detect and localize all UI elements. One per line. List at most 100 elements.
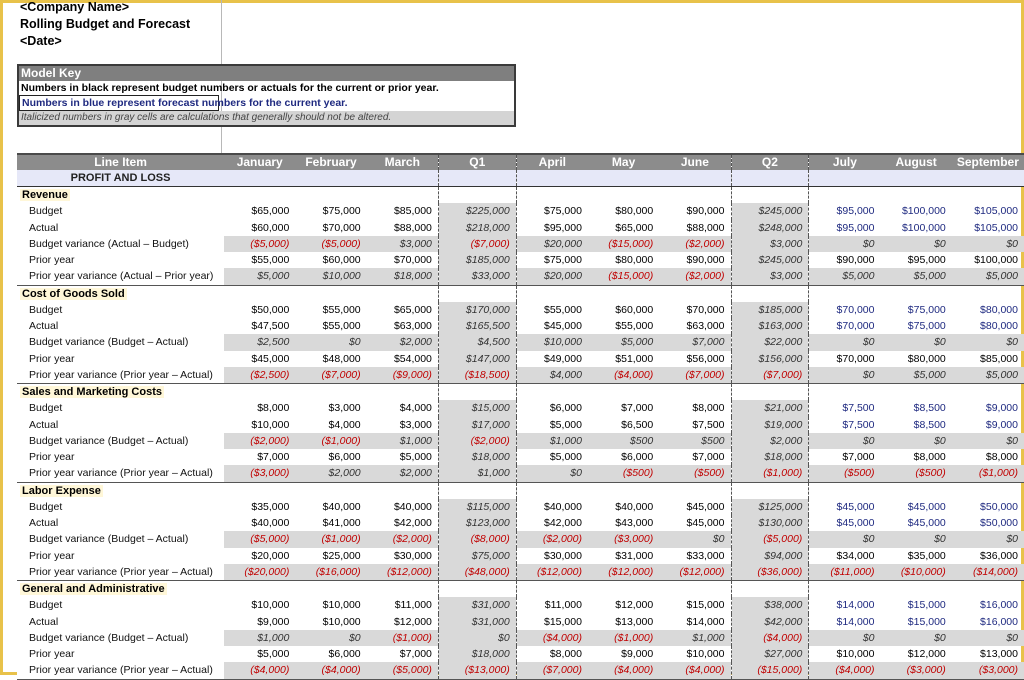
cell-value[interactable]: ($500) — [880, 465, 952, 483]
row-label[interactable]: Budget — [29, 500, 63, 513]
row-label[interactable]: Actual — [29, 615, 59, 628]
cell-value[interactable]: $1,000 — [366, 432, 439, 449]
row-label[interactable]: Prior year variance (Actual – Prior year… — [17, 268, 225, 286]
cell-value[interactable]: $10,000 — [295, 268, 367, 286]
cell-value[interactable]: $42,000 — [544, 517, 582, 530]
cell-value[interactable]: $6,500 — [621, 418, 654, 431]
cell-value[interactable]: $147,000 — [437, 350, 517, 367]
cell-value[interactable]: $8,000 — [913, 451, 946, 464]
row-label[interactable]: Budget variance (Budget – Actual) — [17, 531, 225, 548]
cell-value[interactable]: $55,000 — [322, 303, 361, 316]
cell-value[interactable]: $75,000 — [907, 320, 946, 333]
cell-value[interactable]: ($2,000) — [659, 235, 731, 252]
cell-value[interactable]: $5,000 — [880, 268, 952, 286]
cell-value[interactable]: $0 — [951, 334, 1024, 351]
section-title[interactable]: Sales and Marketing Costs — [17, 383, 225, 401]
section-title[interactable]: Labor Expense — [17, 481, 225, 499]
row-label[interactable]: Actual — [29, 320, 59, 333]
cell-value[interactable]: $125,000 — [730, 498, 810, 515]
cell-value[interactable]: $1,000 — [437, 465, 517, 483]
cell-value[interactable]: $45,000 — [544, 320, 582, 333]
cell-value[interactable]: ($2,000) — [516, 531, 588, 548]
cell-value[interactable]: $33,000 — [686, 549, 725, 562]
cell-value[interactable]: $65,000 — [393, 303, 432, 316]
row-label[interactable]: Prior year — [29, 549, 75, 562]
cell-value[interactable]: $5,000 — [224, 268, 296, 286]
cell-value[interactable]: $45,000 — [836, 500, 875, 513]
cell-value[interactable]: $13,000 — [615, 615, 654, 628]
row-label[interactable]: Prior year variance (Prior year – Actual… — [17, 366, 225, 384]
cell-value[interactable]: $75,000 — [544, 254, 582, 267]
cell-value[interactable]: ($1,000) — [295, 432, 367, 449]
cell-value[interactable]: $105,000 — [974, 205, 1018, 218]
cell-value[interactable]: $22,000 — [730, 334, 810, 351]
cell-value[interactable]: ($3,000) — [224, 465, 296, 483]
cell-value[interactable]: ($18,500) — [437, 366, 517, 384]
cell-value[interactable]: ($4,000) — [659, 662, 731, 680]
column-header-may[interactable]: May — [587, 153, 660, 170]
cell-value[interactable]: $63,000 — [686, 320, 725, 333]
cell-value[interactable]: $100,000 — [974, 254, 1018, 267]
cell-value[interactable]: $70,000 — [836, 303, 875, 316]
cell-value[interactable]: $45,000 — [836, 517, 875, 530]
cell-value[interactable]: $90,000 — [686, 254, 725, 267]
cell-value[interactable]: $218,000 — [437, 219, 517, 236]
cell-value[interactable]: $17,000 — [437, 416, 517, 433]
company-name[interactable]: <Company Name> — [20, 0, 130, 14]
cell-value[interactable]: ($4,000) — [808, 662, 881, 680]
cell-value[interactable]: $95,000 — [907, 254, 946, 267]
cell-value[interactable]: $34,000 — [836, 549, 875, 562]
cell-value[interactable]: $3,000 — [366, 235, 439, 252]
cell-value[interactable]: $65,000 — [251, 205, 290, 218]
cell-value[interactable]: ($4,000) — [516, 629, 588, 646]
cell-value[interactable]: $31,000 — [615, 549, 654, 562]
cell-value[interactable]: $12,000 — [907, 648, 946, 661]
cell-value[interactable]: $40,000 — [615, 500, 654, 513]
column-header-february[interactable]: February — [295, 153, 367, 170]
cell-value[interactable]: $3,000 — [328, 402, 361, 415]
cell-value[interactable]: $8,500 — [913, 418, 946, 431]
cell-value[interactable]: $4,000 — [328, 418, 361, 431]
row-label[interactable]: Budget — [29, 599, 63, 612]
cell-value[interactable]: $156,000 — [730, 350, 810, 367]
cell-value[interactable]: ($12,000) — [659, 563, 731, 581]
section-title[interactable]: Revenue — [17, 186, 225, 204]
cell-value[interactable]: $4,500 — [437, 334, 517, 351]
cell-value[interactable]: $2,000 — [295, 465, 367, 483]
cell-value[interactable]: ($15,000) — [730, 662, 810, 680]
cell-value[interactable]: ($48,000) — [437, 563, 517, 581]
cell-value[interactable]: $500 — [659, 432, 731, 449]
cell-value[interactable]: $70,000 — [322, 221, 361, 234]
cell-value[interactable]: $10,000 — [322, 615, 361, 628]
cell-value[interactable]: $0 — [951, 432, 1024, 449]
cell-value[interactable]: ($1,000) — [951, 465, 1024, 483]
cell-value[interactable]: $12,000 — [393, 615, 432, 628]
cell-value[interactable]: $6,000 — [621, 451, 654, 464]
cell-value[interactable]: ($11,000) — [808, 563, 881, 581]
cell-value[interactable]: $9,000 — [257, 615, 290, 628]
cell-value[interactable]: $11,000 — [544, 599, 582, 612]
cell-value[interactable]: $20,000 — [516, 235, 588, 252]
cell-value[interactable]: $500 — [587, 432, 660, 449]
column-header-september[interactable]: September — [951, 153, 1024, 170]
cell-value[interactable]: $2,000 — [366, 334, 439, 351]
cell-value[interactable]: ($20,000) — [224, 563, 296, 581]
cell-value[interactable]: $8,000 — [985, 451, 1018, 464]
profit-and-loss-label[interactable]: PROFIT AND LOSS — [17, 170, 225, 187]
cell-value[interactable]: $0 — [951, 531, 1024, 548]
cell-value[interactable]: $85,000 — [393, 205, 432, 218]
row-label[interactable]: Budget variance (Actual – Budget) — [17, 235, 225, 252]
cell-value[interactable]: $35,000 — [907, 549, 946, 562]
cell-value[interactable]: $75,000 — [544, 205, 582, 218]
cell-value[interactable]: $6,000 — [328, 648, 361, 661]
cell-value[interactable]: $42,000 — [393, 517, 432, 530]
cell-value[interactable]: ($2,000) — [366, 531, 439, 548]
row-label[interactable]: Budget variance (Budget – Actual) — [17, 432, 225, 449]
cell-value[interactable]: ($3,000) — [587, 531, 660, 548]
cell-value[interactable]: ($7,000) — [516, 662, 588, 680]
cell-value[interactable]: $170,000 — [437, 301, 517, 318]
row-label[interactable]: Prior year variance (Prior year – Actual… — [17, 563, 225, 581]
cell-value[interactable]: ($500) — [587, 465, 660, 483]
cell-value[interactable]: ($16,000) — [295, 563, 367, 581]
cell-value[interactable]: ($4,000) — [587, 366, 660, 384]
